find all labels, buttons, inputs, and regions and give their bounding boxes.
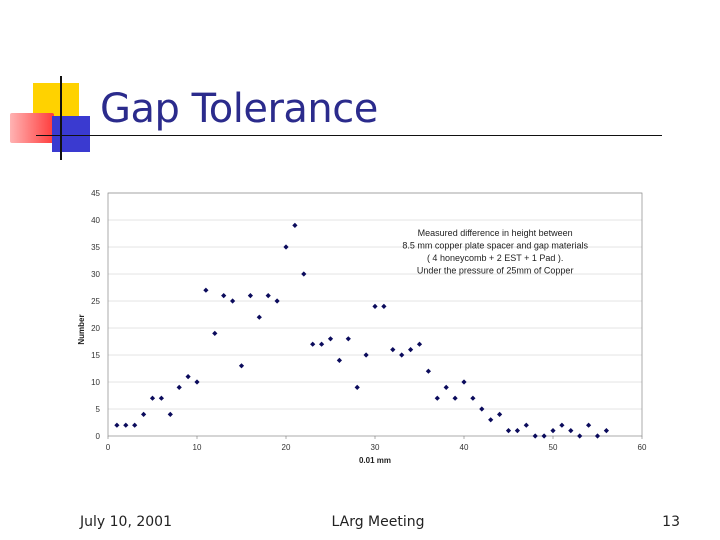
data-point: [167, 411, 173, 417]
y-axis-ticks: 0 5 10 15 20 25 30 35 40 45: [91, 189, 100, 441]
data-point: [461, 379, 467, 385]
data-point: [514, 428, 520, 434]
data-point: [230, 298, 236, 304]
data-point: [363, 352, 369, 358]
y-tick-label: 10: [91, 378, 100, 387]
x-tick-label: 40: [460, 443, 469, 452]
data-point: [603, 428, 609, 434]
data-point: [301, 271, 307, 277]
x-tick-label: 20: [282, 443, 291, 452]
data-point: [283, 244, 289, 250]
x-axis-label: 0.01 mm: [359, 456, 391, 465]
data-point: [577, 433, 583, 439]
data-point: [532, 433, 538, 439]
data-point: [114, 422, 120, 428]
accent-square-red: [10, 113, 54, 143]
data-point: [505, 428, 512, 434]
data-point: [443, 384, 449, 390]
annotation-line: Under the pressure of 25mm of Copper: [417, 266, 574, 276]
data-point: [203, 287, 209, 293]
y-tick-label: 0: [96, 432, 101, 441]
data-point: [550, 428, 556, 434]
data-point: [336, 357, 342, 363]
data-point: [541, 433, 547, 439]
y-tick-label: 40: [91, 216, 100, 225]
data-point: [274, 298, 280, 304]
data-point: [425, 368, 431, 374]
data-point: [292, 222, 298, 228]
data-point: [319, 341, 325, 347]
data-point: [221, 293, 227, 299]
data-point: [265, 293, 271, 299]
x-axis-ticks: 0 10 20 30 40 50 60: [106, 436, 647, 452]
data-point: [594, 433, 601, 439]
data-point: [310, 341, 316, 347]
x-tick-label: 30: [371, 443, 380, 452]
y-tick-label: 25: [91, 297, 100, 306]
x-tick-label: 50: [549, 443, 558, 452]
annotation-line: 8.5 mm copper plate spacer and gap mater…: [402, 241, 588, 251]
chart-annotation: Measured difference in height between 8.5…: [402, 228, 588, 276]
y-tick-label: 15: [91, 351, 100, 360]
data-point: [372, 303, 378, 309]
data-point: [523, 422, 529, 428]
footer-date: July 10, 2001: [80, 514, 172, 530]
title-underline-rule: [36, 135, 662, 136]
y-tick-label: 35: [91, 243, 100, 252]
data-point: [488, 417, 494, 423]
data-point: [470, 395, 476, 401]
data-point: [416, 341, 423, 347]
y-tick-label: 30: [91, 270, 100, 279]
annotation-line: ( 4 honeycomb + 2 EST + 1 Pad ).: [427, 253, 563, 263]
data-point: [256, 314, 262, 320]
data-point: [212, 330, 218, 336]
data-point: [247, 293, 253, 299]
x-tick-label: 60: [638, 443, 647, 452]
data-point: [559, 422, 565, 428]
accent-vertical-rule: [60, 76, 62, 160]
page-number: 13: [662, 514, 680, 530]
data-point: [568, 428, 574, 434]
data-point: [132, 422, 138, 428]
data-point: [399, 352, 405, 358]
data-point: [123, 422, 129, 428]
data-point: [194, 379, 200, 385]
data-point: [158, 395, 164, 401]
y-tick-label: 5: [96, 405, 101, 414]
data-point: [176, 384, 182, 390]
data-point: [586, 422, 592, 428]
footer-event: LArg Meeting: [331, 514, 425, 530]
data-point: [354, 384, 360, 390]
data-point: [408, 347, 414, 353]
data-point: [434, 395, 440, 401]
data-point: [479, 406, 485, 412]
x-tick-label: 10: [193, 443, 202, 452]
y-axis-label: Number: [77, 314, 86, 344]
data-point: [390, 347, 396, 353]
data-point: [149, 395, 156, 401]
x-tick-label: 0: [106, 443, 111, 452]
data-point: [141, 411, 147, 417]
data-point: [185, 374, 191, 380]
data-point: [497, 411, 503, 417]
slide-title: Gap Tolerance: [100, 86, 378, 132]
y-tick-label: 20: [91, 324, 100, 333]
data-point: [238, 363, 245, 369]
data-point: [381, 303, 387, 309]
annotation-line: Measured difference in height between: [418, 228, 573, 238]
data-point: [345, 336, 351, 342]
data-point: [327, 336, 334, 342]
accent-square-blue: [52, 116, 90, 152]
data-point: [452, 395, 458, 401]
y-tick-label: 45: [91, 189, 100, 198]
